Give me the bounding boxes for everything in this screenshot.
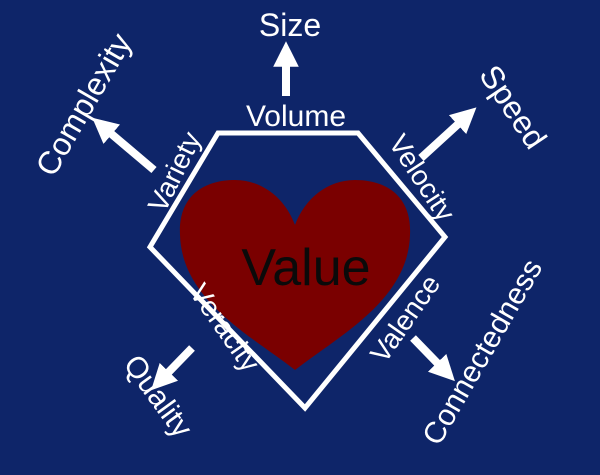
arrow-complexity-icon <box>92 117 157 174</box>
arrow-connectedness-icon <box>410 335 455 382</box>
arrow-speed-icon <box>418 107 477 161</box>
outcome-quality: Quality <box>117 349 199 444</box>
center-label: Value <box>241 239 370 297</box>
arrow-quality-icon <box>151 345 195 391</box>
v-label-volume: Volume <box>246 100 346 133</box>
diamond-outline <box>146 130 449 412</box>
heart-icon <box>179 180 411 370</box>
outcome-complexity: Complexity <box>28 27 138 182</box>
outcome-size: Size <box>259 7 321 43</box>
outcome-speed: Speed <box>472 58 554 155</box>
